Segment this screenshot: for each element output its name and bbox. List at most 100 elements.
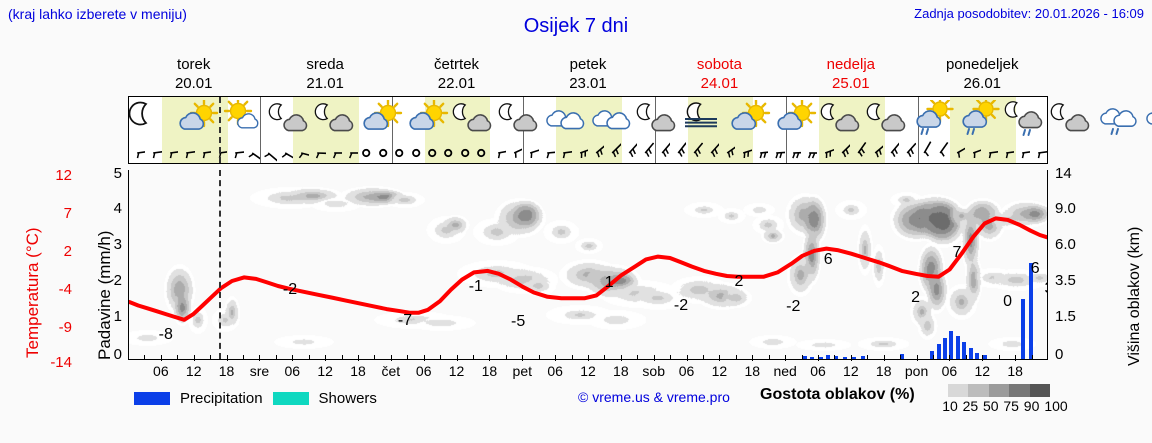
density-tick-label: 100	[1044, 398, 1068, 414]
temperature-label: -1	[468, 278, 483, 296]
x-axis-tick	[867, 355, 869, 359]
precipitation-tick-0: 5	[113, 165, 122, 182]
x-axis-tick	[144, 355, 146, 359]
moon-cloud-icon	[635, 97, 681, 141]
x-axis-tick	[505, 355, 507, 359]
x-axis-tick	[785, 355, 787, 361]
wind-barb-row	[129, 141, 1047, 164]
wind-barb	[408, 141, 424, 164]
x-axis-tick	[210, 355, 212, 359]
wind-barb	[424, 141, 440, 164]
x-axis-tick	[850, 355, 852, 361]
moon-cloud-icon	[497, 97, 543, 141]
wind-barb	[309, 141, 326, 164]
sun-cloud-icon	[773, 97, 819, 141]
density-swatch-4	[1029, 384, 1051, 397]
precipitation-tick-2: 3	[113, 236, 122, 253]
sun-cloud-icon	[359, 97, 405, 141]
x-axis-tick	[538, 355, 540, 359]
x-axis-tick	[243, 355, 244, 359]
temperature-label: 0	[1003, 293, 1013, 311]
density-swatch-2	[988, 384, 1010, 397]
precipitation-bar	[949, 330, 954, 359]
day-name: sobota	[696, 56, 742, 73]
x-axis-tick	[456, 355, 458, 361]
copyright-text: © vreme.us & vreme.pro	[578, 389, 730, 405]
wind-barb	[899, 141, 916, 164]
x-axis-tick	[637, 355, 639, 359]
density-swatch-3	[1009, 384, 1030, 397]
x-axis-tick	[752, 355, 754, 361]
day-header-6: ponedeljek 26.01	[917, 55, 1048, 95]
x-axis-tick	[801, 355, 803, 359]
x-axis-label: sob	[642, 363, 665, 379]
x-axis-tick	[325, 355, 327, 361]
temperature-label: 2	[734, 272, 744, 290]
x-axis-tick	[440, 355, 442, 359]
wind-barb	[358, 141, 374, 164]
wind-barb	[539, 141, 556, 164]
day-header-2: četrtek 22.01	[391, 55, 522, 95]
day-headers: torek 20.01 sreda 21.01 četrtek 22.01 petek 23.…	[128, 55, 1048, 95]
wind-barb	[752, 141, 769, 164]
precipitation-bar	[1028, 262, 1033, 359]
moon-cloud-icon	[865, 97, 911, 141]
cloud-height-tick-3: 3.5	[1055, 272, 1076, 289]
moon-fog-icon	[681, 97, 727, 141]
x-axis-label: pon	[904, 363, 929, 379]
moon-cloud-icon	[313, 97, 359, 141]
wind-barb	[440, 141, 456, 164]
x-axis-label: 18	[350, 363, 366, 379]
wind-barb	[490, 141, 506, 164]
x-axis-label: 18	[218, 363, 235, 379]
x-axis-tick	[703, 355, 704, 359]
temperature-label: -8	[158, 326, 173, 344]
x-axis-label: 12	[974, 363, 991, 379]
wind-barb	[473, 141, 489, 164]
x-axis-tick	[883, 355, 885, 361]
precipitation-bar	[936, 343, 941, 359]
x-axis-tick	[259, 355, 261, 361]
precipitation-bar	[962, 342, 967, 359]
wind-barb	[1014, 141, 1031, 164]
temperature-label: -2	[673, 297, 689, 315]
temperature-label: -2	[786, 298, 801, 316]
x-axis-label: 18	[875, 363, 892, 379]
x-axis-label: 06	[678, 363, 695, 379]
wind-barb	[883, 141, 900, 164]
x-axis-tick	[735, 355, 737, 359]
precipitation-bar	[861, 355, 866, 359]
moon-icon	[129, 97, 175, 141]
cloud-height-tick-5: 0	[1055, 346, 1064, 363]
location-menu-note: (kraj lahko izberete v meniju)	[8, 6, 187, 22]
precipitation-bar	[803, 355, 808, 359]
x-axis-label: 12	[317, 363, 333, 379]
cloud-height-tick-1: 9.0	[1055, 200, 1076, 217]
x-axis-tick	[965, 355, 967, 359]
wind-barb	[145, 141, 162, 164]
x-axis-label: 18	[744, 363, 761, 379]
x-axis-tick	[226, 355, 228, 361]
wind-barb	[178, 141, 195, 164]
x-axis-tick	[571, 355, 573, 359]
moon-cloud-icon	[267, 97, 313, 141]
precipitation-bar	[955, 336, 960, 359]
wind-barb	[1030, 141, 1047, 164]
wind-barb	[867, 141, 883, 164]
temperature-label: -5	[511, 313, 526, 331]
x-axis-tick	[620, 355, 622, 361]
day-header-4: sobota 24.01	[654, 55, 785, 95]
precipitation-axis-title: Padavine (mm/h)	[74, 170, 114, 360]
cloud-heavy-icon	[543, 97, 589, 141]
cloud-density-tick-labels: 10 25 50 75 90 100	[940, 398, 1067, 416]
wind-barb	[719, 141, 736, 164]
temperature-curve	[129, 216, 1047, 322]
density-tick-label: 75	[1003, 398, 1019, 414]
precipitation-bar	[826, 355, 831, 359]
x-axis-tick	[522, 355, 524, 361]
wind-barb	[522, 141, 539, 164]
x-axis-tick	[670, 355, 672, 359]
precipitation-bar	[833, 355, 838, 359]
day-header-3: petek 23.01	[522, 55, 653, 95]
x-axis-tick	[998, 355, 1000, 359]
